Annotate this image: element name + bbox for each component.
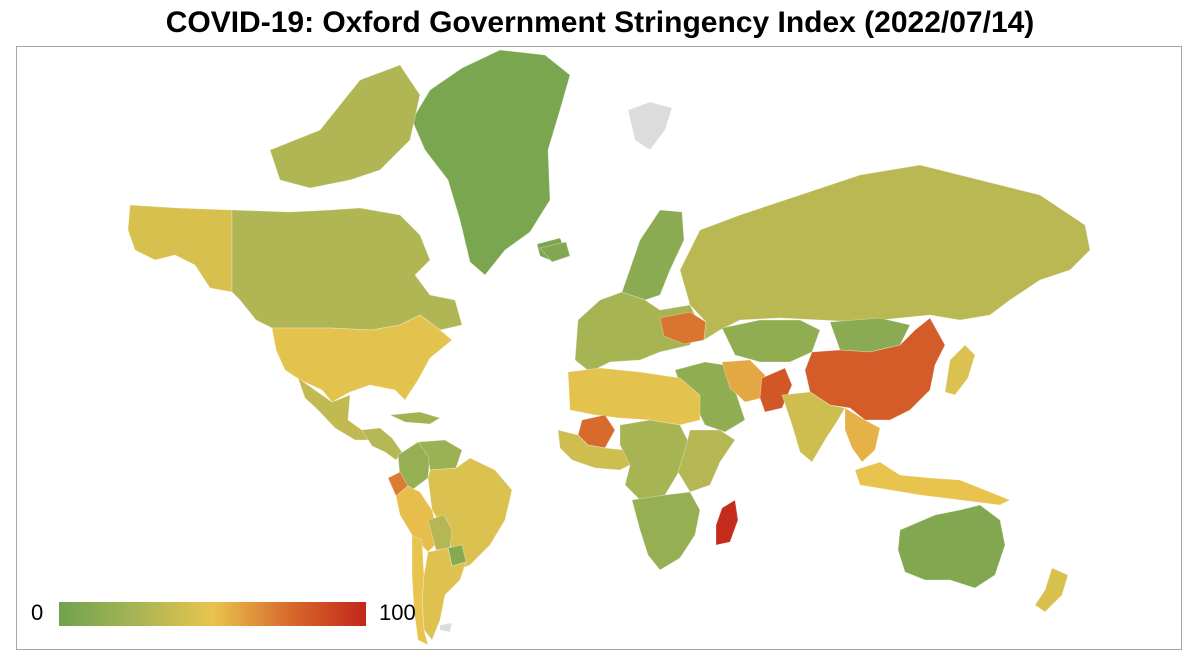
region-no-data-islands[interactable] (439, 622, 453, 633)
legend-color-bar (59, 602, 366, 626)
region-central-america[interactable] (361, 427, 403, 461)
region-australia[interactable] (897, 504, 1006, 589)
region-madagascar[interactable] (715, 499, 739, 546)
region-greenland[interactable] (411, 49, 571, 276)
legend-max-label: 100 (379, 600, 416, 625)
region-southeast-asia[interactable] (844, 407, 881, 463)
map-title: COVID-19: Oxford Government Stringency I… (165, 6, 1035, 39)
region-new-zealand[interactable] (1034, 567, 1069, 613)
region-alaska[interactable] (127, 204, 233, 293)
region-india[interactable] (781, 391, 846, 463)
region-russia[interactable] (679, 164, 1091, 341)
region-svalbard[interactable] (627, 101, 673, 151)
region-north-africa[interactable] (567, 367, 701, 426)
region-canada-arctic-islands[interactable] (269, 64, 421, 189)
region-chile[interactable] (411, 534, 429, 646)
region-southern-africa[interactable] (631, 491, 701, 571)
region-indonesia[interactable] (854, 461, 1011, 506)
region-kazakhstan[interactable] (721, 319, 821, 363)
region-japan[interactable] (944, 344, 976, 396)
region-iceland[interactable] (539, 241, 571, 263)
region-caribbean[interactable] (388, 411, 441, 425)
region-bolivia[interactable] (427, 514, 453, 551)
region-canada[interactable] (231, 207, 463, 331)
region-argentina[interactable] (421, 547, 467, 641)
region-central-africa[interactable] (619, 419, 691, 501)
region-east-africa[interactable] (677, 429, 736, 493)
region-scandinavia[interactable] (621, 209, 685, 301)
legend-min-label: 0 (31, 600, 44, 625)
